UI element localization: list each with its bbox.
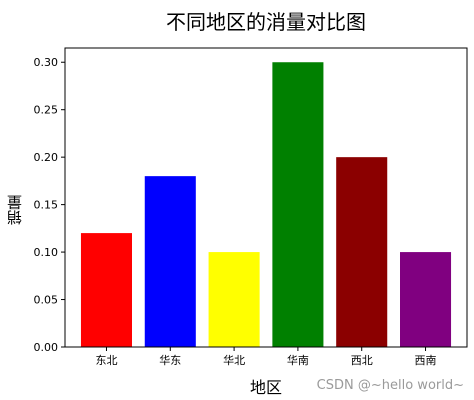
bar-2 — [208, 252, 260, 347]
bar-1 — [144, 176, 196, 347]
plot-frame — [64, 47, 468, 348]
y-tick-label-3: 0.15 — [34, 199, 59, 212]
x-tick-label-3: 华南 — [287, 353, 309, 367]
x-tick-label-4: 西北 — [351, 354, 373, 367]
y-tick-label-1: 0.05 — [34, 294, 59, 307]
x-tick-label-2: 华北 — [223, 353, 245, 367]
bar-0 — [80, 233, 132, 347]
chart-title: 不同地区的消量对比图 — [166, 10, 366, 34]
y-tick-label-5: 0.25 — [34, 104, 59, 117]
bar-5 — [400, 252, 452, 347]
x-axis-label: 地区 — [249, 378, 282, 397]
bar-3 — [272, 62, 324, 347]
y-tick-label-6: 0.30 — [34, 56, 59, 69]
y-tick-label-2: 0.10 — [34, 246, 59, 259]
bar-4 — [336, 157, 388, 347]
y-tick-label-4: 0.20 — [34, 151, 59, 164]
x-tick-label-5: 西南 — [415, 354, 437, 367]
y-tick-label-0: 0.00 — [34, 341, 59, 354]
watermark: CSDN @~hello world~ — [316, 378, 464, 393]
x-tick-label-1: 华东 — [159, 353, 181, 367]
x-tick-label-0: 东北 — [95, 354, 117, 367]
